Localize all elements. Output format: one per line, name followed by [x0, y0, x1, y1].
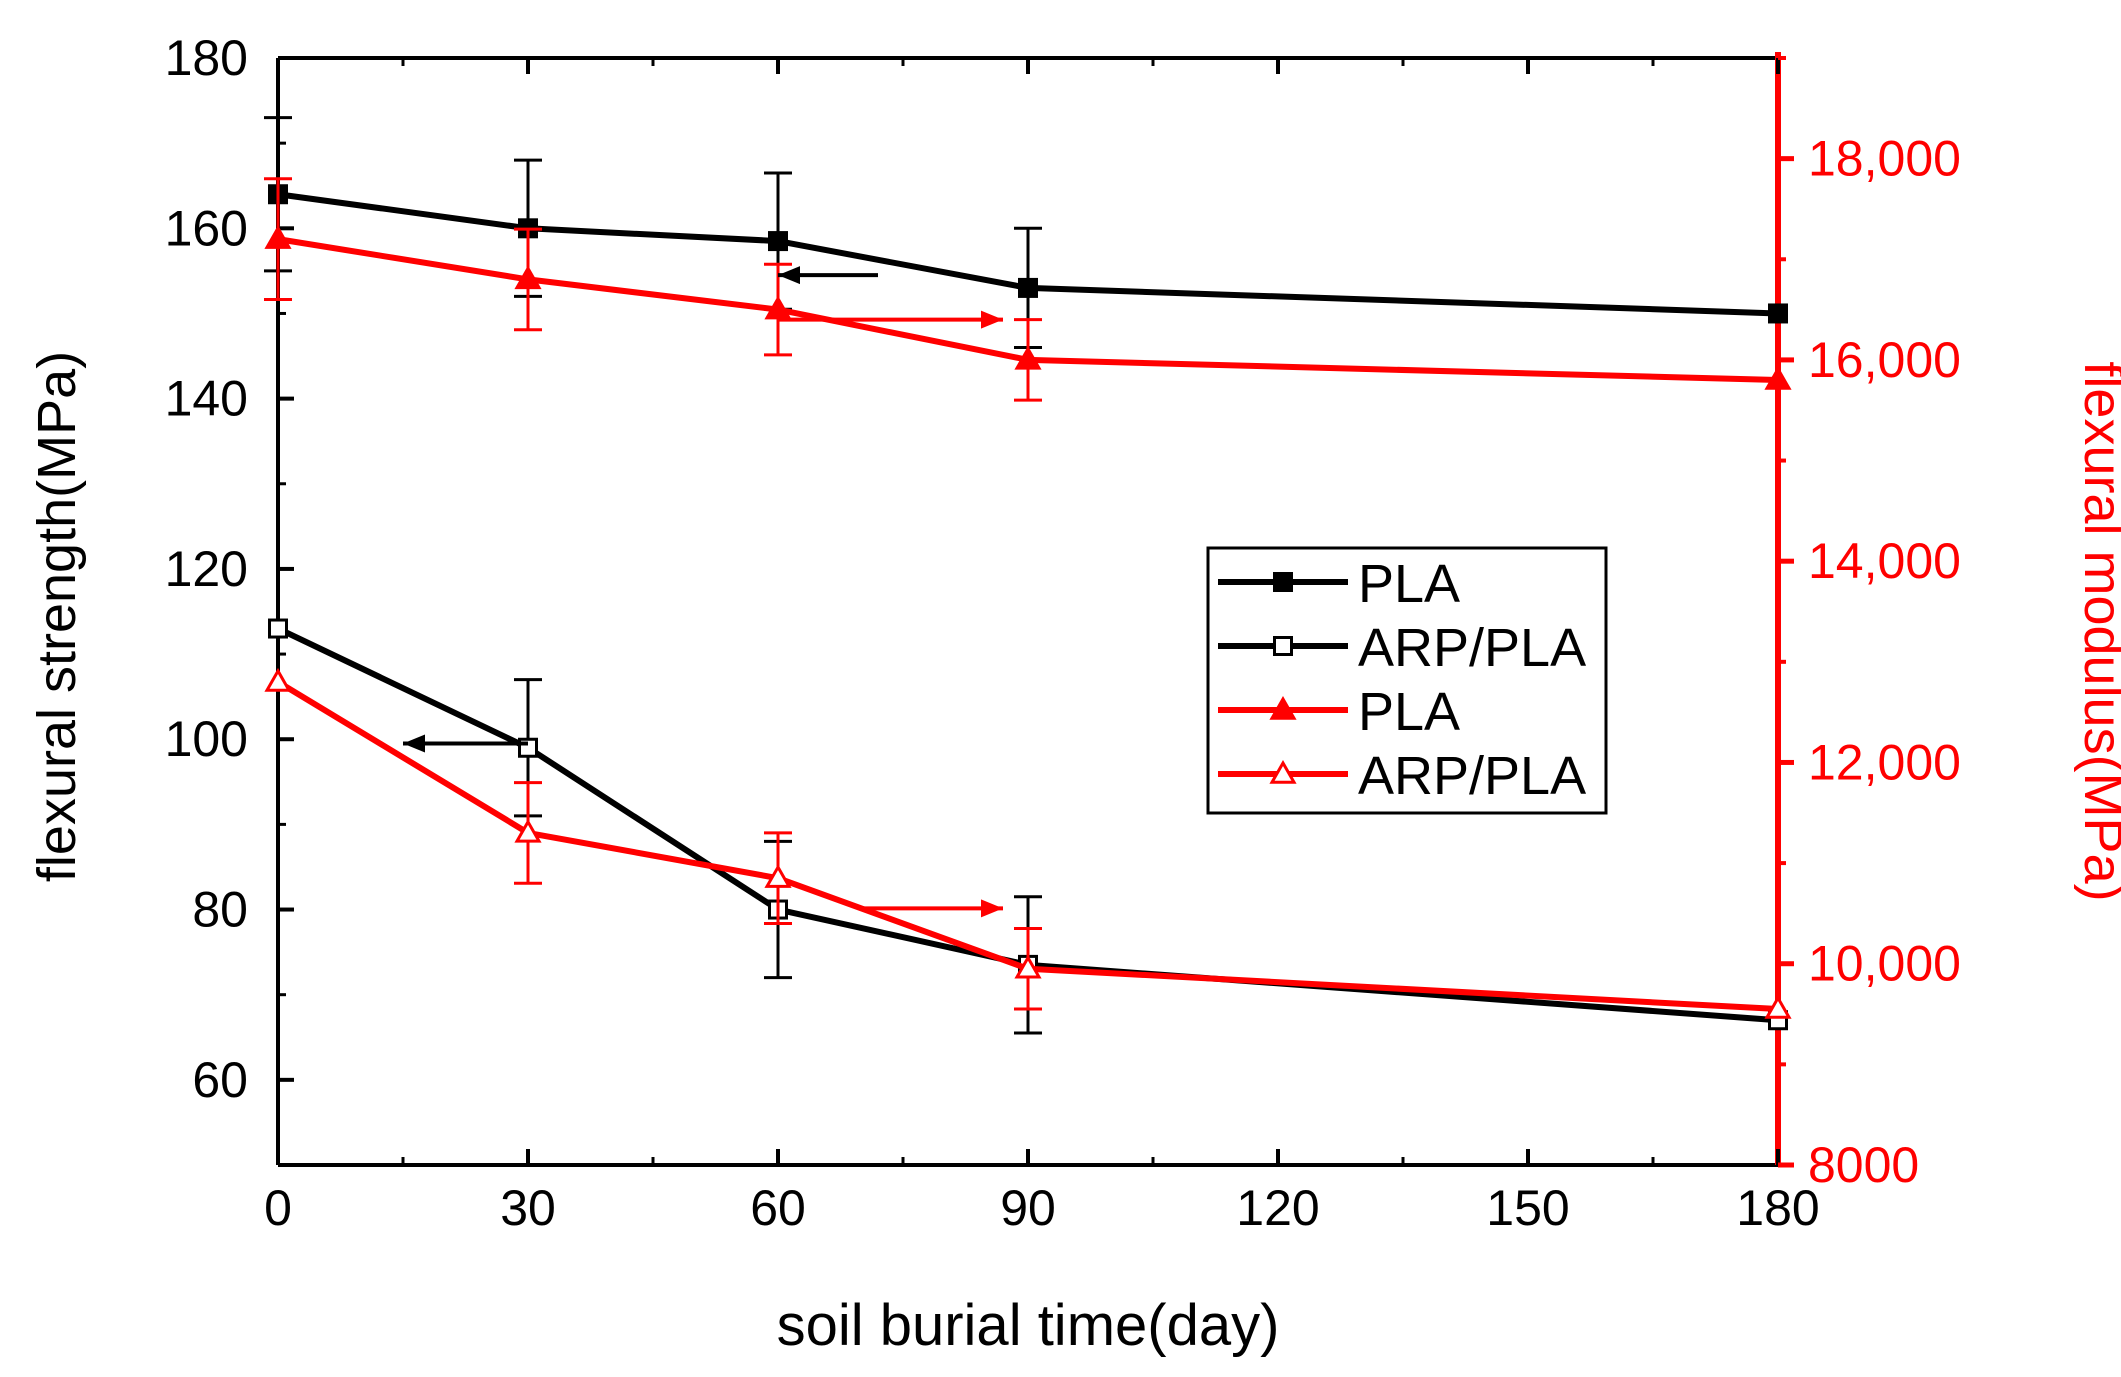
data-point — [264, 667, 292, 692]
data-point — [1018, 277, 1038, 298]
marker-square — [268, 618, 288, 639]
y2-tick-label: 14,000 — [1808, 533, 1961, 589]
data-point — [1764, 994, 1792, 1019]
arrow-head — [778, 266, 800, 285]
y2-tick-label: 8000 — [1808, 1137, 1919, 1193]
legend-box — [1206, 546, 1608, 815]
marker-triangle — [1764, 994, 1792, 1019]
legend-label: ARP/PLA — [1358, 746, 1586, 806]
legend-marker — [1269, 695, 1297, 720]
x-axis-title: soil burial time(day) — [777, 1293, 1280, 1358]
data-point — [768, 231, 788, 252]
marker-triangle — [264, 667, 292, 692]
legend-marker — [1269, 759, 1297, 784]
arrow-head — [403, 734, 425, 753]
data-point — [1014, 954, 1042, 979]
y-tick-label: 80 — [192, 882, 248, 938]
y-tick-label: 140 — [165, 371, 248, 427]
legend-label: PLA — [1358, 682, 1460, 742]
x-tick-label: 30 — [500, 1180, 556, 1236]
series-pla-left — [264, 116, 1788, 350]
data-point — [264, 225, 292, 249]
annotation-arrow-right — [861, 899, 1003, 918]
marker-triangle — [1269, 695, 1297, 720]
legend-item: ARP/PLA — [1218, 618, 1586, 678]
legend-marker — [1273, 636, 1293, 656]
marker-square — [768, 231, 788, 252]
data-point — [514, 265, 542, 290]
marker-square — [1018, 277, 1038, 298]
marker-triangle — [1764, 366, 1792, 390]
marker-triangle — [764, 864, 792, 888]
y2-axis-title: flexural modulus(MPa) — [2073, 361, 2121, 901]
marker-square — [1273, 636, 1293, 656]
marker-triangle — [1014, 345, 1042, 370]
annotation-arrow-left — [778, 266, 878, 285]
x-tick-label: 90 — [1000, 1180, 1056, 1236]
legend-label: PLA — [1358, 554, 1460, 614]
x-tick-label: 120 — [1236, 1180, 1319, 1236]
arrow-head — [981, 310, 1003, 329]
data-point — [1768, 303, 1788, 324]
y2-tick-label: 16,000 — [1808, 332, 1961, 388]
marker-square — [1768, 303, 1788, 324]
data-point — [1764, 366, 1792, 390]
data-point — [764, 864, 792, 888]
x-tick-label: 60 — [750, 1180, 806, 1236]
annotation-arrow-right — [778, 310, 1003, 329]
series-arp-pla-right — [264, 667, 1792, 1019]
marker-triangle — [1269, 759, 1297, 784]
legend-marker — [1273, 572, 1293, 592]
data-point — [514, 818, 542, 843]
x-tick-label: 0 — [264, 1180, 292, 1236]
legend-label: ARP/PLA — [1358, 618, 1586, 678]
y-tick-label: 60 — [192, 1052, 248, 1108]
legend-item: PLA — [1218, 554, 1460, 614]
series-pla-right — [264, 177, 1792, 402]
marker-triangle — [514, 265, 542, 290]
marker-triangle — [1014, 954, 1042, 979]
data-point — [1014, 345, 1042, 370]
marker-triangle — [514, 818, 542, 843]
x-tick-label: 180 — [1736, 1180, 1819, 1236]
x-tick-label: 150 — [1486, 1180, 1569, 1236]
arrow-head — [981, 899, 1003, 918]
legend-item: PLA — [1218, 682, 1460, 742]
data-point — [268, 618, 288, 639]
marker-square — [1273, 572, 1293, 592]
y-tick-label: 120 — [165, 541, 248, 597]
y2-tick-label: 12,000 — [1808, 734, 1961, 790]
y2-tick-label: 10,000 — [1808, 936, 1961, 992]
annotation-arrow-left — [403, 734, 528, 753]
y-tick-label: 160 — [165, 200, 248, 256]
y2-tick-label: 18,000 — [1808, 131, 1961, 187]
marker-triangle — [264, 225, 292, 249]
legend-item: ARP/PLA — [1218, 746, 1586, 806]
y-tick-label: 180 — [165, 30, 248, 86]
y-axis-title: flexural strength(MPa) — [27, 351, 87, 882]
y-tick-label: 100 — [165, 711, 248, 767]
